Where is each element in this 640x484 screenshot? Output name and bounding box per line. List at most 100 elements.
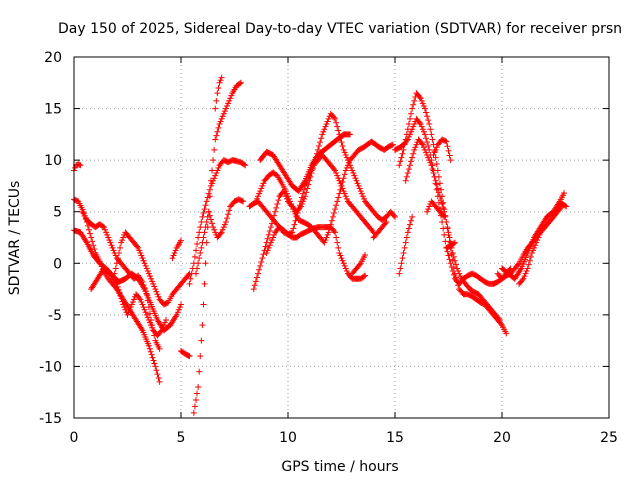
data-point bbox=[324, 231, 331, 238]
y-tick-label: 10 bbox=[44, 153, 62, 169]
data-point bbox=[224, 215, 231, 222]
y-tick-label: -10 bbox=[39, 359, 62, 375]
data-point bbox=[120, 234, 127, 241]
data-point bbox=[343, 164, 350, 171]
data-point bbox=[141, 260, 148, 267]
data-point bbox=[103, 229, 110, 236]
data-point bbox=[445, 147, 452, 154]
data-point bbox=[265, 244, 272, 251]
data-point bbox=[266, 228, 273, 235]
data-point bbox=[418, 123, 425, 130]
data-point bbox=[333, 119, 340, 126]
data-point bbox=[258, 185, 265, 192]
data-point bbox=[205, 190, 212, 197]
data-point bbox=[250, 286, 257, 293]
data-point bbox=[227, 95, 234, 102]
data-point bbox=[405, 225, 412, 232]
data-point bbox=[270, 234, 277, 241]
data-point bbox=[340, 188, 347, 195]
data-point bbox=[197, 224, 204, 231]
data-point bbox=[214, 128, 221, 135]
series-arc-16 bbox=[246, 198, 369, 282]
data-point bbox=[228, 92, 235, 99]
data-point bbox=[272, 208, 279, 215]
data-point bbox=[262, 243, 269, 250]
data-point bbox=[426, 203, 433, 210]
data-point bbox=[353, 177, 360, 184]
data-point bbox=[255, 270, 262, 277]
data-point bbox=[320, 128, 327, 135]
data-point bbox=[416, 93, 423, 100]
data-point bbox=[222, 219, 229, 226]
data-point bbox=[198, 337, 205, 344]
data-point bbox=[210, 157, 217, 164]
data-point bbox=[192, 247, 199, 254]
data-point bbox=[339, 142, 346, 149]
data-point bbox=[215, 124, 222, 131]
y-axis-label: SDTVAR / TECUs bbox=[7, 181, 23, 296]
data-point bbox=[360, 273, 367, 280]
data-point bbox=[213, 132, 220, 139]
data-point bbox=[419, 141, 426, 148]
data-point bbox=[196, 255, 203, 262]
data-point bbox=[136, 247, 143, 254]
data-point bbox=[412, 144, 419, 151]
data-point bbox=[424, 139, 431, 146]
data-point bbox=[134, 243, 141, 250]
data-point bbox=[515, 261, 522, 268]
data-point bbox=[118, 295, 125, 302]
data-point bbox=[125, 309, 132, 316]
data-point bbox=[282, 188, 289, 195]
data-point bbox=[305, 175, 312, 182]
grid bbox=[74, 57, 609, 418]
data-point bbox=[340, 146, 347, 153]
data-point bbox=[220, 224, 227, 231]
data-point bbox=[341, 149, 348, 156]
data-point bbox=[530, 247, 537, 254]
data-point bbox=[105, 234, 112, 241]
data-point bbox=[267, 239, 274, 246]
data-point bbox=[117, 292, 124, 299]
data-point bbox=[205, 208, 212, 215]
data-point bbox=[334, 239, 341, 246]
data-point bbox=[209, 167, 216, 174]
series-arc-26 bbox=[396, 213, 416, 277]
data-point bbox=[339, 185, 346, 192]
data-point bbox=[194, 265, 201, 272]
data-point bbox=[423, 109, 430, 116]
data-point bbox=[520, 275, 527, 282]
data-point bbox=[85, 226, 92, 233]
data-point bbox=[124, 311, 131, 318]
data-point bbox=[142, 309, 149, 316]
data-point bbox=[114, 283, 121, 290]
data-point bbox=[286, 195, 293, 202]
data-point bbox=[291, 221, 298, 228]
data-point bbox=[426, 157, 433, 164]
data-point bbox=[200, 210, 207, 217]
data-point bbox=[526, 257, 533, 264]
data-point bbox=[398, 260, 405, 267]
data-point bbox=[290, 206, 297, 213]
data-point bbox=[194, 390, 201, 397]
data-point bbox=[323, 234, 330, 241]
data-point bbox=[289, 229, 296, 236]
data-point bbox=[382, 220, 389, 227]
data-point bbox=[116, 289, 123, 296]
data-point bbox=[117, 244, 124, 251]
data-point bbox=[408, 158, 415, 165]
x-tick-label: 25 bbox=[600, 430, 618, 446]
data-point bbox=[336, 190, 343, 197]
data-point bbox=[417, 121, 424, 128]
data-point bbox=[163, 317, 170, 324]
data-point bbox=[328, 217, 335, 224]
data-point bbox=[200, 301, 207, 308]
data-point bbox=[202, 260, 209, 267]
data-point bbox=[335, 194, 342, 201]
data-point bbox=[350, 170, 357, 177]
data-point bbox=[293, 213, 300, 220]
data-point bbox=[195, 234, 202, 241]
axis-ticks: 0 5 10 15 20 25 -15 -10 -5 0 5 10 15 20 bbox=[39, 50, 618, 446]
data-point bbox=[257, 188, 264, 195]
data-point bbox=[288, 229, 295, 236]
data-point bbox=[456, 270, 463, 277]
